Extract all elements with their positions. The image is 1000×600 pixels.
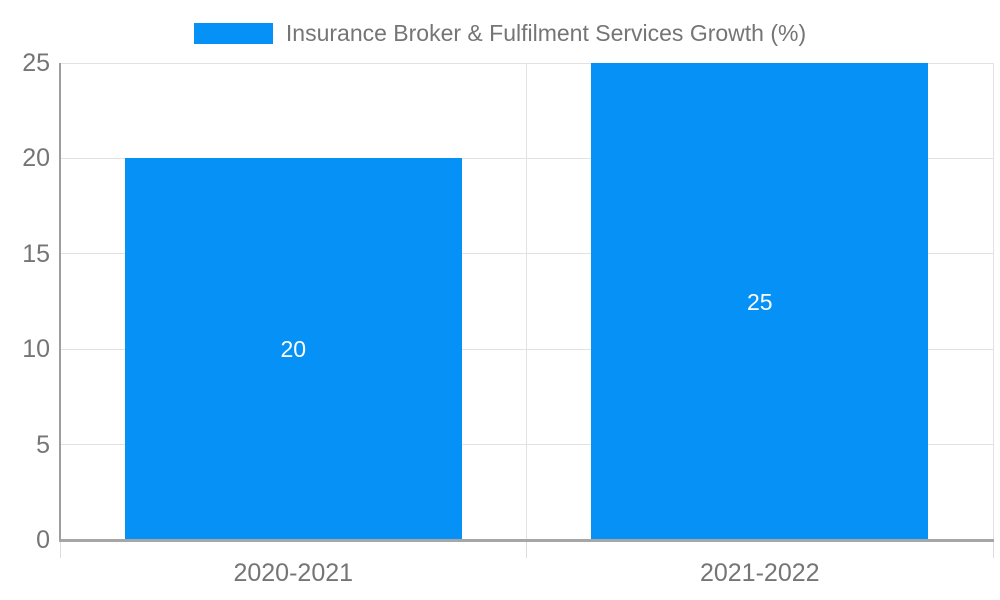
y-tick-label: 5 <box>36 430 50 459</box>
y-tick-label: 20 <box>22 144 50 173</box>
x-tick-label: 2020-2021 <box>233 559 354 587</box>
legend: Insurance Broker & Fulfilment Services G… <box>0 20 1000 46</box>
y-tick-label: 0 <box>36 526 50 554</box>
bar[interactable] <box>591 63 929 540</box>
legend-swatch <box>193 22 273 44</box>
y-tick-label: 25 <box>22 49 50 77</box>
y-axis-line <box>59 63 61 540</box>
bar-value-label: 20 <box>280 336 307 363</box>
x-tick-mark <box>526 542 527 558</box>
x-tick-mark <box>992 542 994 558</box>
bar[interactable] <box>124 158 462 540</box>
x-axis-line <box>59 538 994 542</box>
x-tick-mark <box>59 542 61 558</box>
legend-label: Insurance Broker & Fulfilment Services G… <box>285 19 807 46</box>
x-gridline <box>992 63 994 540</box>
y-tick-label: 10 <box>22 335 50 364</box>
bar-value-label: 25 <box>746 288 773 315</box>
x-tick-label: 2021-2022 <box>699 559 820 587</box>
y-tick-label: 15 <box>22 239 50 268</box>
x-gridline <box>526 63 527 540</box>
